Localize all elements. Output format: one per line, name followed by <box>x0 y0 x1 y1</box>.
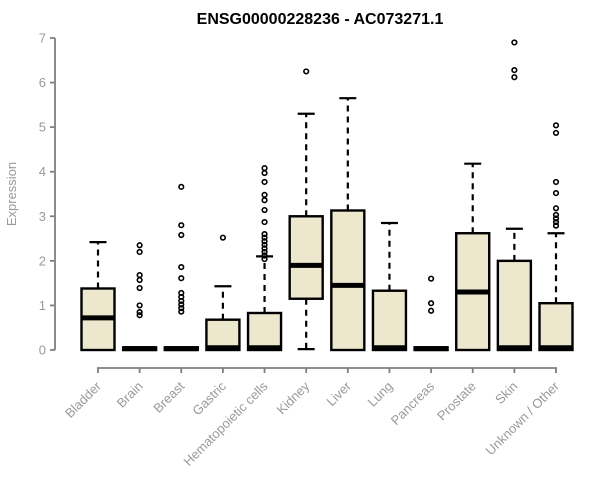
outlier-pancreas-0 <box>427 275 435 282</box>
outlier-breast-7 <box>178 297 185 305</box>
outlier-breast-2 <box>178 231 185 239</box>
box-gastric <box>205 318 241 352</box>
box-unknown-other <box>538 302 574 352</box>
outlier-breast-9 <box>178 305 185 312</box>
x-tick-label-bladder: Bladder <box>62 378 105 421</box>
outlier-hematopoietic-cells-11 <box>261 245 268 252</box>
outlier-brain-1 <box>136 248 143 256</box>
outlier-hematopoietic-cells-5 <box>261 206 268 214</box>
outlier-breast-10 <box>178 308 185 315</box>
y-tick-label-0: 0 <box>39 343 46 358</box>
outlier-hematopoietic-cells-10 <box>261 241 268 248</box>
x-tick-label-prostate: Prostate <box>434 379 479 424</box>
y-tick-label-3: 3 <box>39 209 46 224</box>
y-tick-label-5: 5 <box>39 120 46 135</box>
x-tick-label-skin: Skin <box>492 379 520 407</box>
outlier-hematopoietic-cells-6 <box>261 218 268 226</box>
outlier-hematopoietic-cells-7 <box>261 231 268 238</box>
y-axis-title: Expression <box>4 162 19 226</box>
outlier-unknown-other-2 <box>552 178 560 186</box>
outlier-skin-1 <box>511 66 518 74</box>
y-tick-label-1: 1 <box>39 298 46 313</box>
outlier-hematopoietic-cells-12 <box>261 248 268 256</box>
x-tick-label-liver: Liver <box>323 378 354 409</box>
outlier-brain-5 <box>136 302 143 309</box>
outlier-unknown-other-0 <box>552 122 560 129</box>
outlier-hematopoietic-cells-0 <box>261 165 268 172</box>
outlier-unknown-other-7 <box>552 218 560 226</box>
x-tick-label-gastric: Gastric <box>189 378 229 418</box>
outlier-brain-6 <box>136 309 143 316</box>
outlier-unknown-other-4 <box>552 205 560 212</box>
outlier-breast-3 <box>178 263 185 271</box>
outlier-brain-7 <box>136 312 143 319</box>
outlier-skin-0 <box>511 39 518 46</box>
outlier-pancreas-2 <box>427 307 435 314</box>
box-lung <box>371 289 408 352</box>
outlier-breast-0 <box>178 183 185 190</box>
x-tick-label-kidney: Kidney <box>274 378 313 417</box>
outlier-unknown-other-6 <box>552 215 560 222</box>
outlier-hematopoietic-cells-14 <box>261 255 268 263</box>
outlier-unknown-other-5 <box>552 211 560 219</box>
outlier-unknown-other-1 <box>552 129 560 137</box>
outlier-breast-1 <box>178 222 185 229</box>
x-tick-label-unknown-other: Unknown / Other <box>483 378 563 458</box>
outlier-hematopoietic-cells-13 <box>261 252 268 259</box>
outlier-brain-4 <box>136 284 143 292</box>
box-kidney <box>288 215 324 300</box>
outlier-hematopoietic-cells-3 <box>261 191 268 198</box>
x-tick-label-lung: Lung <box>365 379 396 410</box>
x-tick-label-pancreas: Pancreas <box>388 378 438 428</box>
y-tick-label-7: 7 <box>39 31 46 46</box>
outlier-unknown-other-8 <box>552 222 560 229</box>
outlier-hematopoietic-cells-2 <box>261 178 268 186</box>
outlier-hematopoietic-cells-4 <box>261 197 268 204</box>
outlier-breast-4 <box>178 275 185 282</box>
outlier-pancreas-1 <box>427 300 435 307</box>
box-liver <box>330 209 366 352</box>
outlier-unknown-other-3 <box>552 190 560 197</box>
y-tick-label-6: 6 <box>39 75 46 90</box>
y-tick-label-4: 4 <box>39 164 46 179</box>
y-tick-label-2: 2 <box>39 253 46 268</box>
outlier-gastric-0 <box>219 234 227 241</box>
outlier-kidney-0 <box>303 68 310 75</box>
outlier-brain-2 <box>136 272 143 279</box>
outlier-hematopoietic-cells-9 <box>261 238 268 245</box>
box-skin <box>496 259 533 352</box>
outlier-brain-3 <box>136 276 143 284</box>
x-tick-label-brain: Brain <box>114 379 146 411</box>
chart-title: ENSG00000228236 - AC073271.1 <box>196 11 444 28</box>
outlier-skin-2 <box>511 74 518 81</box>
outlier-hematopoietic-cells-8 <box>261 234 268 241</box>
x-tick-label-breast: Breast <box>150 378 187 415</box>
outlier-breast-8 <box>178 301 185 308</box>
box-hematopoietic-cells <box>246 311 283 352</box>
outlier-hematopoietic-cells-1 <box>261 169 268 177</box>
outlier-brain-0 <box>136 242 143 249</box>
